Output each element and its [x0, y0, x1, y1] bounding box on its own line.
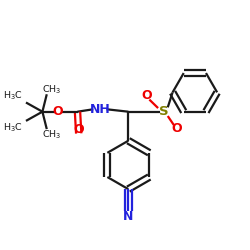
Text: N: N [123, 210, 134, 224]
Text: O: O [53, 105, 64, 118]
Text: CH$_3$: CH$_3$ [42, 128, 62, 141]
Text: O: O [141, 90, 152, 102]
Text: H$_3$C: H$_3$C [3, 90, 23, 102]
Text: CH$_3$: CH$_3$ [42, 84, 62, 96]
Text: O: O [74, 123, 84, 136]
Text: S: S [158, 105, 168, 118]
Text: NH: NH [90, 103, 111, 116]
Text: H$_3$C: H$_3$C [3, 121, 23, 134]
Text: O: O [172, 122, 182, 135]
